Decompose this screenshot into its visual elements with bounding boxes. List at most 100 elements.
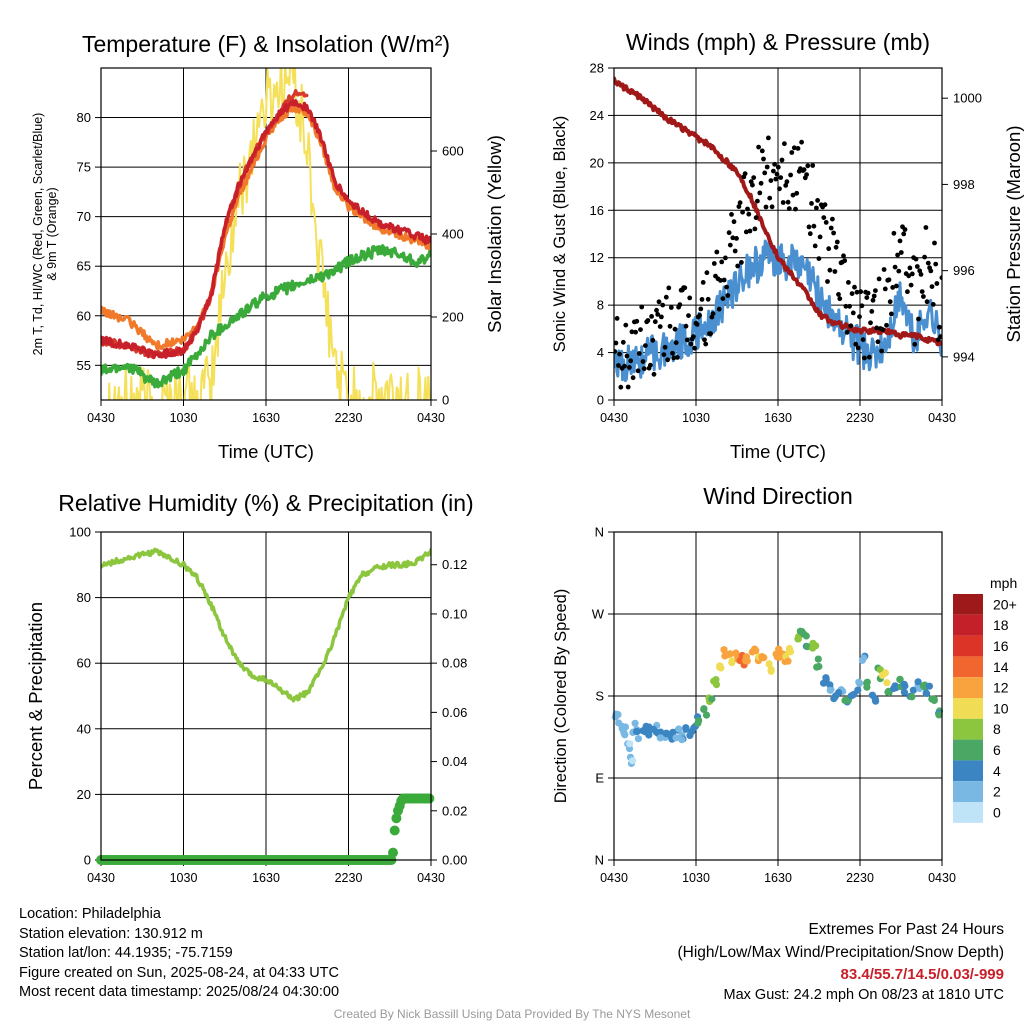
- gust-point: [843, 303, 849, 309]
- y-tick-label: 28: [590, 61, 604, 76]
- gust-point: [691, 334, 696, 339]
- y-tick-label: 80: [77, 590, 91, 605]
- gust-point: [939, 275, 942, 281]
- wind-series: [614, 76, 942, 390]
- gust-point: [629, 329, 635, 335]
- gust-point: [914, 264, 920, 269]
- gust-point: [891, 230, 897, 236]
- gust-point: [913, 256, 919, 262]
- x-tick-label: 0430: [87, 411, 115, 425]
- gust-point: [884, 322, 889, 328]
- colorbar-label: 4: [993, 763, 1001, 779]
- gust-point: [822, 202, 828, 208]
- gust-point: [700, 280, 706, 285]
- gust-point: [821, 215, 827, 221]
- gust-point: [850, 310, 856, 316]
- x-tick-label: 0430: [417, 411, 445, 425]
- gust-point: [924, 299, 930, 305]
- direction-point: [854, 686, 862, 694]
- colorbar-label: 2: [993, 784, 1001, 800]
- gust-point: [892, 264, 898, 270]
- figure-created: Figure created on Sun, 2025-08-24, at 04…: [19, 964, 339, 981]
- y-axis-label-line1: 2m T, Td, HI/WC (Red, Green, Scarlet/Blu…: [31, 113, 45, 356]
- gust-point: [857, 314, 862, 320]
- gust-point: [827, 267, 833, 273]
- gust-point: [837, 296, 843, 302]
- gust-point: [875, 339, 881, 345]
- direction-point: [900, 680, 908, 689]
- direction-point: [758, 653, 766, 661]
- gust-point: [846, 280, 851, 285]
- gust-point: [810, 163, 816, 168]
- gust-point: [862, 355, 867, 361]
- y-tick-label: 0: [597, 393, 604, 408]
- direction-point: [678, 736, 686, 744]
- gust-point: [882, 286, 888, 292]
- y2-tick-label: 0.00: [442, 853, 467, 868]
- gust-point: [873, 288, 878, 293]
- gust-point: [657, 324, 663, 329]
- gust-point: [742, 171, 748, 177]
- gust-point: [853, 341, 859, 347]
- gust-point: [895, 252, 900, 258]
- direction-point: [675, 725, 683, 733]
- gust-point: [751, 175, 757, 181]
- direction-point: [855, 678, 863, 686]
- gust-point: [666, 285, 672, 291]
- direction-point: [695, 716, 703, 725]
- gust-point: [618, 384, 624, 390]
- extremes-values: 83.4/55.7/14.5/0.03/-999: [840, 966, 1004, 983]
- direction-point: [720, 646, 728, 654]
- gust-point: [938, 334, 942, 339]
- gust-point: [921, 294, 926, 299]
- y2-tick-label: 994: [953, 349, 975, 364]
- direction-point: [813, 663, 821, 671]
- colorbar-swatch: [953, 739, 983, 761]
- y-tick-label: 65: [77, 259, 91, 274]
- panel-title: Relative Humidity (%) & Precipitation (i…: [58, 490, 473, 516]
- gust-point: [763, 204, 769, 210]
- x-tick-label: 1630: [764, 871, 792, 885]
- gust-point: [833, 244, 839, 250]
- gust-point: [871, 293, 877, 299]
- gust-point: [791, 145, 797, 151]
- direction-point: [802, 632, 810, 640]
- panel-title: Temperature (F) & Insolation (W/m²): [82, 31, 450, 57]
- direction-point: [860, 654, 868, 662]
- precip-point: [424, 793, 435, 804]
- direction-point: [826, 681, 834, 689]
- gust-point: [774, 171, 780, 177]
- direction-point: [826, 686, 834, 694]
- gust-point: [831, 230, 836, 236]
- gust-point: [723, 255, 728, 261]
- gust-point: [724, 284, 729, 290]
- gust-point: [625, 384, 631, 390]
- gust-point: [855, 345, 861, 351]
- gust-point: [887, 299, 893, 305]
- gust-point: [844, 329, 850, 335]
- direction-point: [820, 679, 828, 687]
- gust-point: [692, 345, 697, 351]
- gust-point: [766, 135, 771, 141]
- gust-point: [654, 307, 659, 313]
- gust-point: [682, 285, 688, 291]
- direction-point: [752, 647, 760, 655]
- colorbar-label: 0: [993, 804, 1001, 820]
- gust-point: [667, 323, 673, 329]
- gust-point: [651, 371, 657, 377]
- gust-point: [874, 325, 880, 331]
- gust-point: [638, 327, 643, 332]
- y2-tick-label: 600: [442, 144, 464, 159]
- gust-point: [718, 278, 723, 283]
- gust-point: [864, 295, 870, 300]
- direction-point: [621, 723, 630, 731]
- gust-point: [896, 268, 902, 274]
- gust-point: [848, 323, 854, 329]
- gust-point: [698, 306, 704, 312]
- gust-point: [764, 164, 770, 170]
- gust-point: [757, 190, 763, 196]
- gust-point: [747, 228, 753, 234]
- gust-point: [789, 150, 795, 155]
- colorbar-label: 16: [993, 638, 1009, 654]
- direction-point: [812, 642, 820, 650]
